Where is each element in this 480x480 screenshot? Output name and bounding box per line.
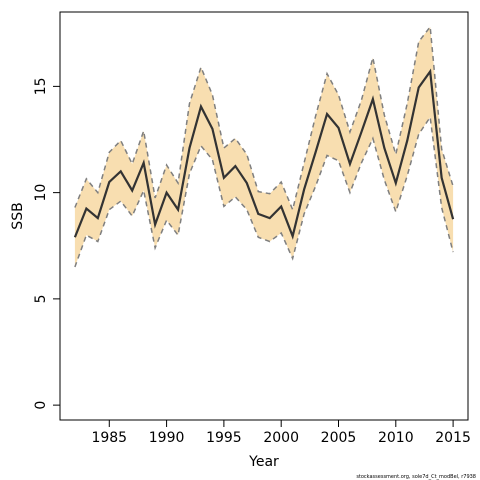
ssb-line bbox=[73, 68, 455, 240]
y-tick-label: 5 bbox=[33, 294, 49, 303]
x-tick-label: 2010 bbox=[378, 430, 414, 446]
x-tick-label: 2000 bbox=[263, 430, 299, 446]
confidence-band bbox=[74, 26, 454, 267]
lower-bound bbox=[74, 115, 454, 268]
x-tick-label: 1985 bbox=[91, 430, 127, 446]
x-axis-label: Year bbox=[248, 454, 279, 470]
x-tick-label: 2015 bbox=[435, 430, 471, 446]
y-tick-label: 15 bbox=[33, 77, 49, 95]
y-tick-label: 10 bbox=[33, 184, 49, 202]
x-tick-label: 1990 bbox=[149, 430, 185, 446]
x-tick-label: 2005 bbox=[321, 430, 357, 446]
y-axis-label: SSB bbox=[10, 202, 26, 229]
footnote: stockassessment.org, sole7d_Ct_modBel, r… bbox=[356, 474, 476, 480]
y-tick-label: 0 bbox=[33, 401, 49, 410]
x-tick-label: 1995 bbox=[206, 430, 242, 446]
plot-frame bbox=[59, 11, 469, 421]
